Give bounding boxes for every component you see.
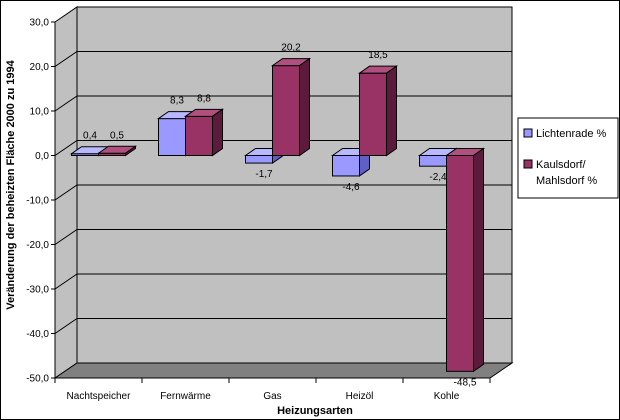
- y-tick-label: -20,0: [26, 240, 49, 251]
- y-tick-label: 10,0: [30, 107, 50, 118]
- bar-kaulsdorf: [357, 65, 399, 157]
- x-tick-label: Heizöl: [346, 391, 374, 402]
- data-label: 18,5: [368, 50, 388, 61]
- legend-box: [517, 117, 619, 199]
- bar-front: [359, 72, 387, 156]
- data-label: 0,4: [83, 131, 97, 142]
- data-label: -48,5: [454, 377, 477, 388]
- data-label: -1,7: [255, 169, 273, 180]
- y-tick-label: 0,0: [35, 151, 49, 162]
- legend: Lichtenrade % Kaulsdorf/Mahlsdorf %: [517, 117, 619, 199]
- bar-front: [446, 155, 474, 372]
- x-tick-label: Kohle: [434, 391, 460, 402]
- y-tick-label: -40,0: [26, 329, 49, 340]
- gridline: [54, 184, 512, 201]
- bar-front: [332, 155, 360, 177]
- x-tick-label: Nachtspeicher: [67, 391, 132, 402]
- legend-swatch: [523, 128, 533, 138]
- bar-front: [272, 65, 300, 156]
- bar-front: [245, 155, 273, 164]
- bar-kaulsdorf: [183, 108, 225, 157]
- bar-side: [473, 147, 484, 373]
- gridline: [54, 273, 512, 290]
- bar-front: [185, 115, 213, 156]
- bar-kaulsdorf: [444, 147, 486, 373]
- gridline: [54, 318, 512, 334]
- bar-kaulsdorf: [270, 57, 312, 157]
- data-label: -4,6: [342, 182, 360, 193]
- bar-side: [125, 145, 136, 157]
- x-tick-label: Gas: [263, 391, 281, 402]
- bar-kaulsdorf: [96, 145, 138, 157]
- x-tick-label: Fernwärme: [160, 391, 211, 402]
- y-tick-label: 30,0: [30, 18, 50, 29]
- y-tick-label: 20,0: [30, 62, 50, 73]
- gridline: [54, 51, 512, 67]
- bar-layer: [69, 57, 486, 373]
- data-label: 20,2: [281, 43, 301, 54]
- bar-front: [419, 155, 447, 167]
- bar-side: [212, 108, 223, 157]
- bar-side: [299, 57, 310, 157]
- y-axis-title: Veränderung der beheizten Fläche 2000 zu…: [5, 59, 17, 309]
- data-label: 0,5: [110, 130, 124, 141]
- x-axis-title: Heizungsarten: [277, 405, 353, 417]
- legend-swatch: [523, 159, 533, 169]
- bar-side: [386, 65, 397, 157]
- legend-label: Kaulsdorf/Mahlsdorf %: [536, 159, 597, 187]
- gridline: [54, 229, 512, 245]
- legend-label: Lichtenrade %: [536, 128, 607, 140]
- y-tick-label: -50,0: [26, 374, 49, 385]
- data-label: 8,3: [170, 96, 184, 107]
- y-tick-label: -10,0: [26, 196, 49, 207]
- bar-front: [158, 118, 186, 157]
- data-label: -2,4: [429, 172, 447, 183]
- data-label: 8,8: [197, 93, 211, 104]
- y-tick-label: -30,0: [26, 285, 49, 296]
- chart-floor: [53, 362, 514, 379]
